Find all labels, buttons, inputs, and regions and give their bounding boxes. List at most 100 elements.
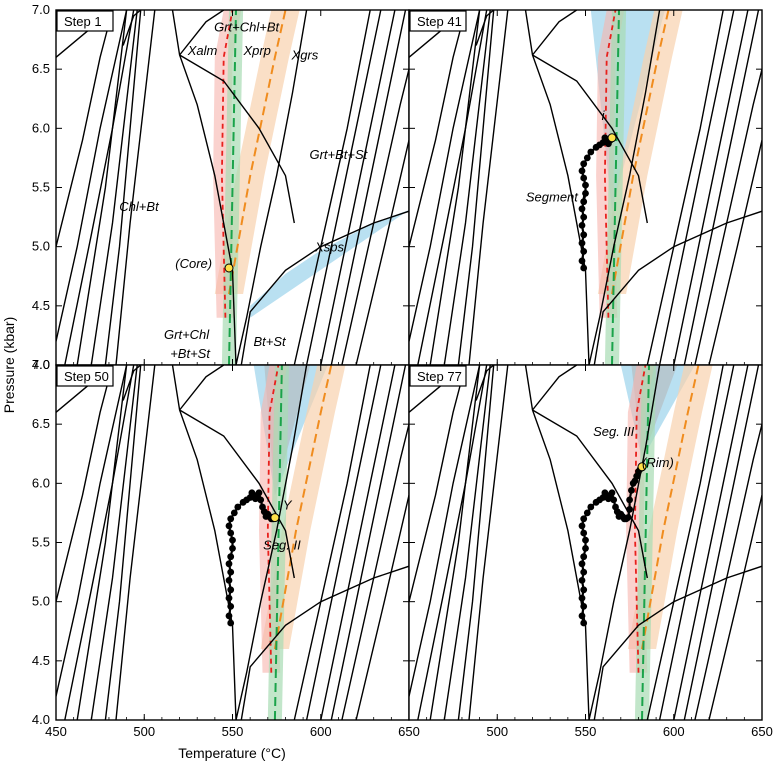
- pt-path-point: [580, 248, 588, 255]
- pt-path-point: [580, 160, 588, 168]
- pt-path-point: [583, 509, 591, 517]
- reaction-line: [122, 365, 142, 401]
- reaction-line: [443, 10, 491, 365]
- reaction-line: [122, 10, 142, 46]
- panel-plot-area: Y Seg. II: [56, 365, 409, 720]
- field-label: Seg. II: [263, 538, 301, 553]
- reaction-line: [56, 365, 114, 602]
- pt-path-point: [587, 148, 595, 156]
- y-tick-label: 6.0: [32, 120, 50, 135]
- pt-path-point: [608, 489, 616, 497]
- reaction-line: [694, 424, 762, 720]
- x-tick-labels-right: 500 550 600 650: [486, 724, 772, 739]
- xgrs-isopleth: [611, 10, 670, 295]
- pt-path-point: [578, 577, 586, 584]
- reaction-line: [694, 69, 762, 365]
- reaction-line: [293, 365, 371, 720]
- reaction-line: [409, 10, 481, 342]
- pt-path-point: [626, 506, 633, 513]
- field-label: Grt+Chl+Bt: [214, 19, 280, 34]
- pt-path-point: [229, 545, 236, 552]
- panel-plot-area: Grt+Chl+Bt Xalm Xprp Xgrs Grt+Bt+St Chl+Bt Xsp…: [56, 10, 409, 365]
- y-axis-title: Pressure (kbar): [1, 317, 17, 413]
- step-label: Step 1: [64, 14, 102, 29]
- pt-path-point: [578, 560, 586, 568]
- reaction-line: [341, 69, 409, 365]
- pt-path-point: [582, 181, 589, 189]
- reaction-line: [417, 10, 488, 365]
- reaction-line: [56, 10, 114, 247]
- reaction-line: [409, 365, 467, 602]
- y-tick-label: 4.0: [32, 712, 50, 727]
- reaction-line: [235, 10, 308, 365]
- reaction-line: [104, 10, 142, 365]
- field-label: Seg. III: [593, 424, 635, 439]
- x-tick-label: 550: [575, 724, 597, 739]
- pt-path-point: [227, 586, 235, 594]
- pt-path-point: [580, 264, 588, 272]
- y-tick-labels-top: 4.0 4.5 5.0 5.5 6.0 6.5 7.0: [32, 2, 50, 372]
- xprp-band: [267, 365, 289, 720]
- pt-path-point: [580, 553, 588, 561]
- y-tick-label: 7.0: [32, 357, 50, 372]
- reaction-line: [409, 10, 467, 247]
- xalm-isopleth: [266, 365, 280, 673]
- pt-path-point: [583, 154, 591, 162]
- reaction-line: [475, 10, 495, 46]
- field-label: Chl+Bt: [119, 199, 160, 214]
- x-axis-title: Temperature (°C): [178, 745, 286, 761]
- xprp-isopleth: [273, 365, 283, 720]
- reaction-line: [646, 10, 724, 365]
- reaction-line: [104, 365, 142, 720]
- reaction-line: [532, 409, 648, 579]
- pt-path-point: [610, 496, 618, 504]
- pt-path-point: [580, 619, 588, 627]
- xprp-band: [634, 365, 657, 720]
- pt-path-point: [628, 487, 635, 494]
- step-badge: Step 1: [56, 10, 114, 32]
- reaction-line: [171, 365, 237, 720]
- xgrs-isopleth: [641, 365, 700, 650]
- pt-path-point: [626, 496, 633, 504]
- reaction-line: [658, 365, 735, 720]
- pt-path-point: [580, 198, 588, 206]
- field-label: (Core): [175, 256, 212, 271]
- pt-path-point: [587, 503, 595, 511]
- pt-path-point: [229, 536, 236, 544]
- reaction-line: [293, 10, 371, 365]
- reaction-line: [240, 565, 409, 720]
- y-tick-label: 4.5: [32, 298, 50, 313]
- field-label: Grt+Bt+St: [309, 147, 368, 162]
- pt-path-point: [580, 515, 588, 523]
- y-tick-label: 7.0: [32, 2, 50, 17]
- xprp-isopleth: [611, 10, 620, 365]
- reaction-line: [588, 365, 661, 720]
- pt-path-point: [580, 529, 588, 537]
- field-label: Xprp: [242, 43, 270, 58]
- reaction-line: [593, 210, 762, 365]
- y-tick-label: 5.0: [32, 239, 50, 254]
- reaction-line: [531, 365, 578, 411]
- panel-step-50: Y Seg. II Step 50: [55, 364, 410, 721]
- reaction-line: [330, 365, 407, 720]
- reaction-line: [468, 365, 509, 720]
- reaction-line: [341, 424, 409, 720]
- xprp-isopleth: [641, 365, 650, 720]
- xalm-isopleth: [220, 10, 234, 318]
- x-tick-labels-left: 450 500 550 600 650: [45, 724, 420, 739]
- highlight-point: [224, 263, 234, 273]
- pt-path-point: [578, 222, 586, 229]
- xgrs-isopleth: [273, 365, 333, 650]
- reaction-line: [64, 365, 135, 720]
- pt-path-point: [582, 190, 589, 197]
- reaction-line: [673, 10, 749, 365]
- pt-path-point: [578, 167, 586, 175]
- pt-path-point: [234, 503, 242, 511]
- highlight-point: [270, 513, 280, 523]
- reaction-line: [409, 365, 481, 697]
- x-tick-label: 650: [398, 724, 420, 739]
- reaction-line: [235, 365, 308, 720]
- step-badge-box: [409, 365, 467, 387]
- pt-path-point: [227, 515, 235, 523]
